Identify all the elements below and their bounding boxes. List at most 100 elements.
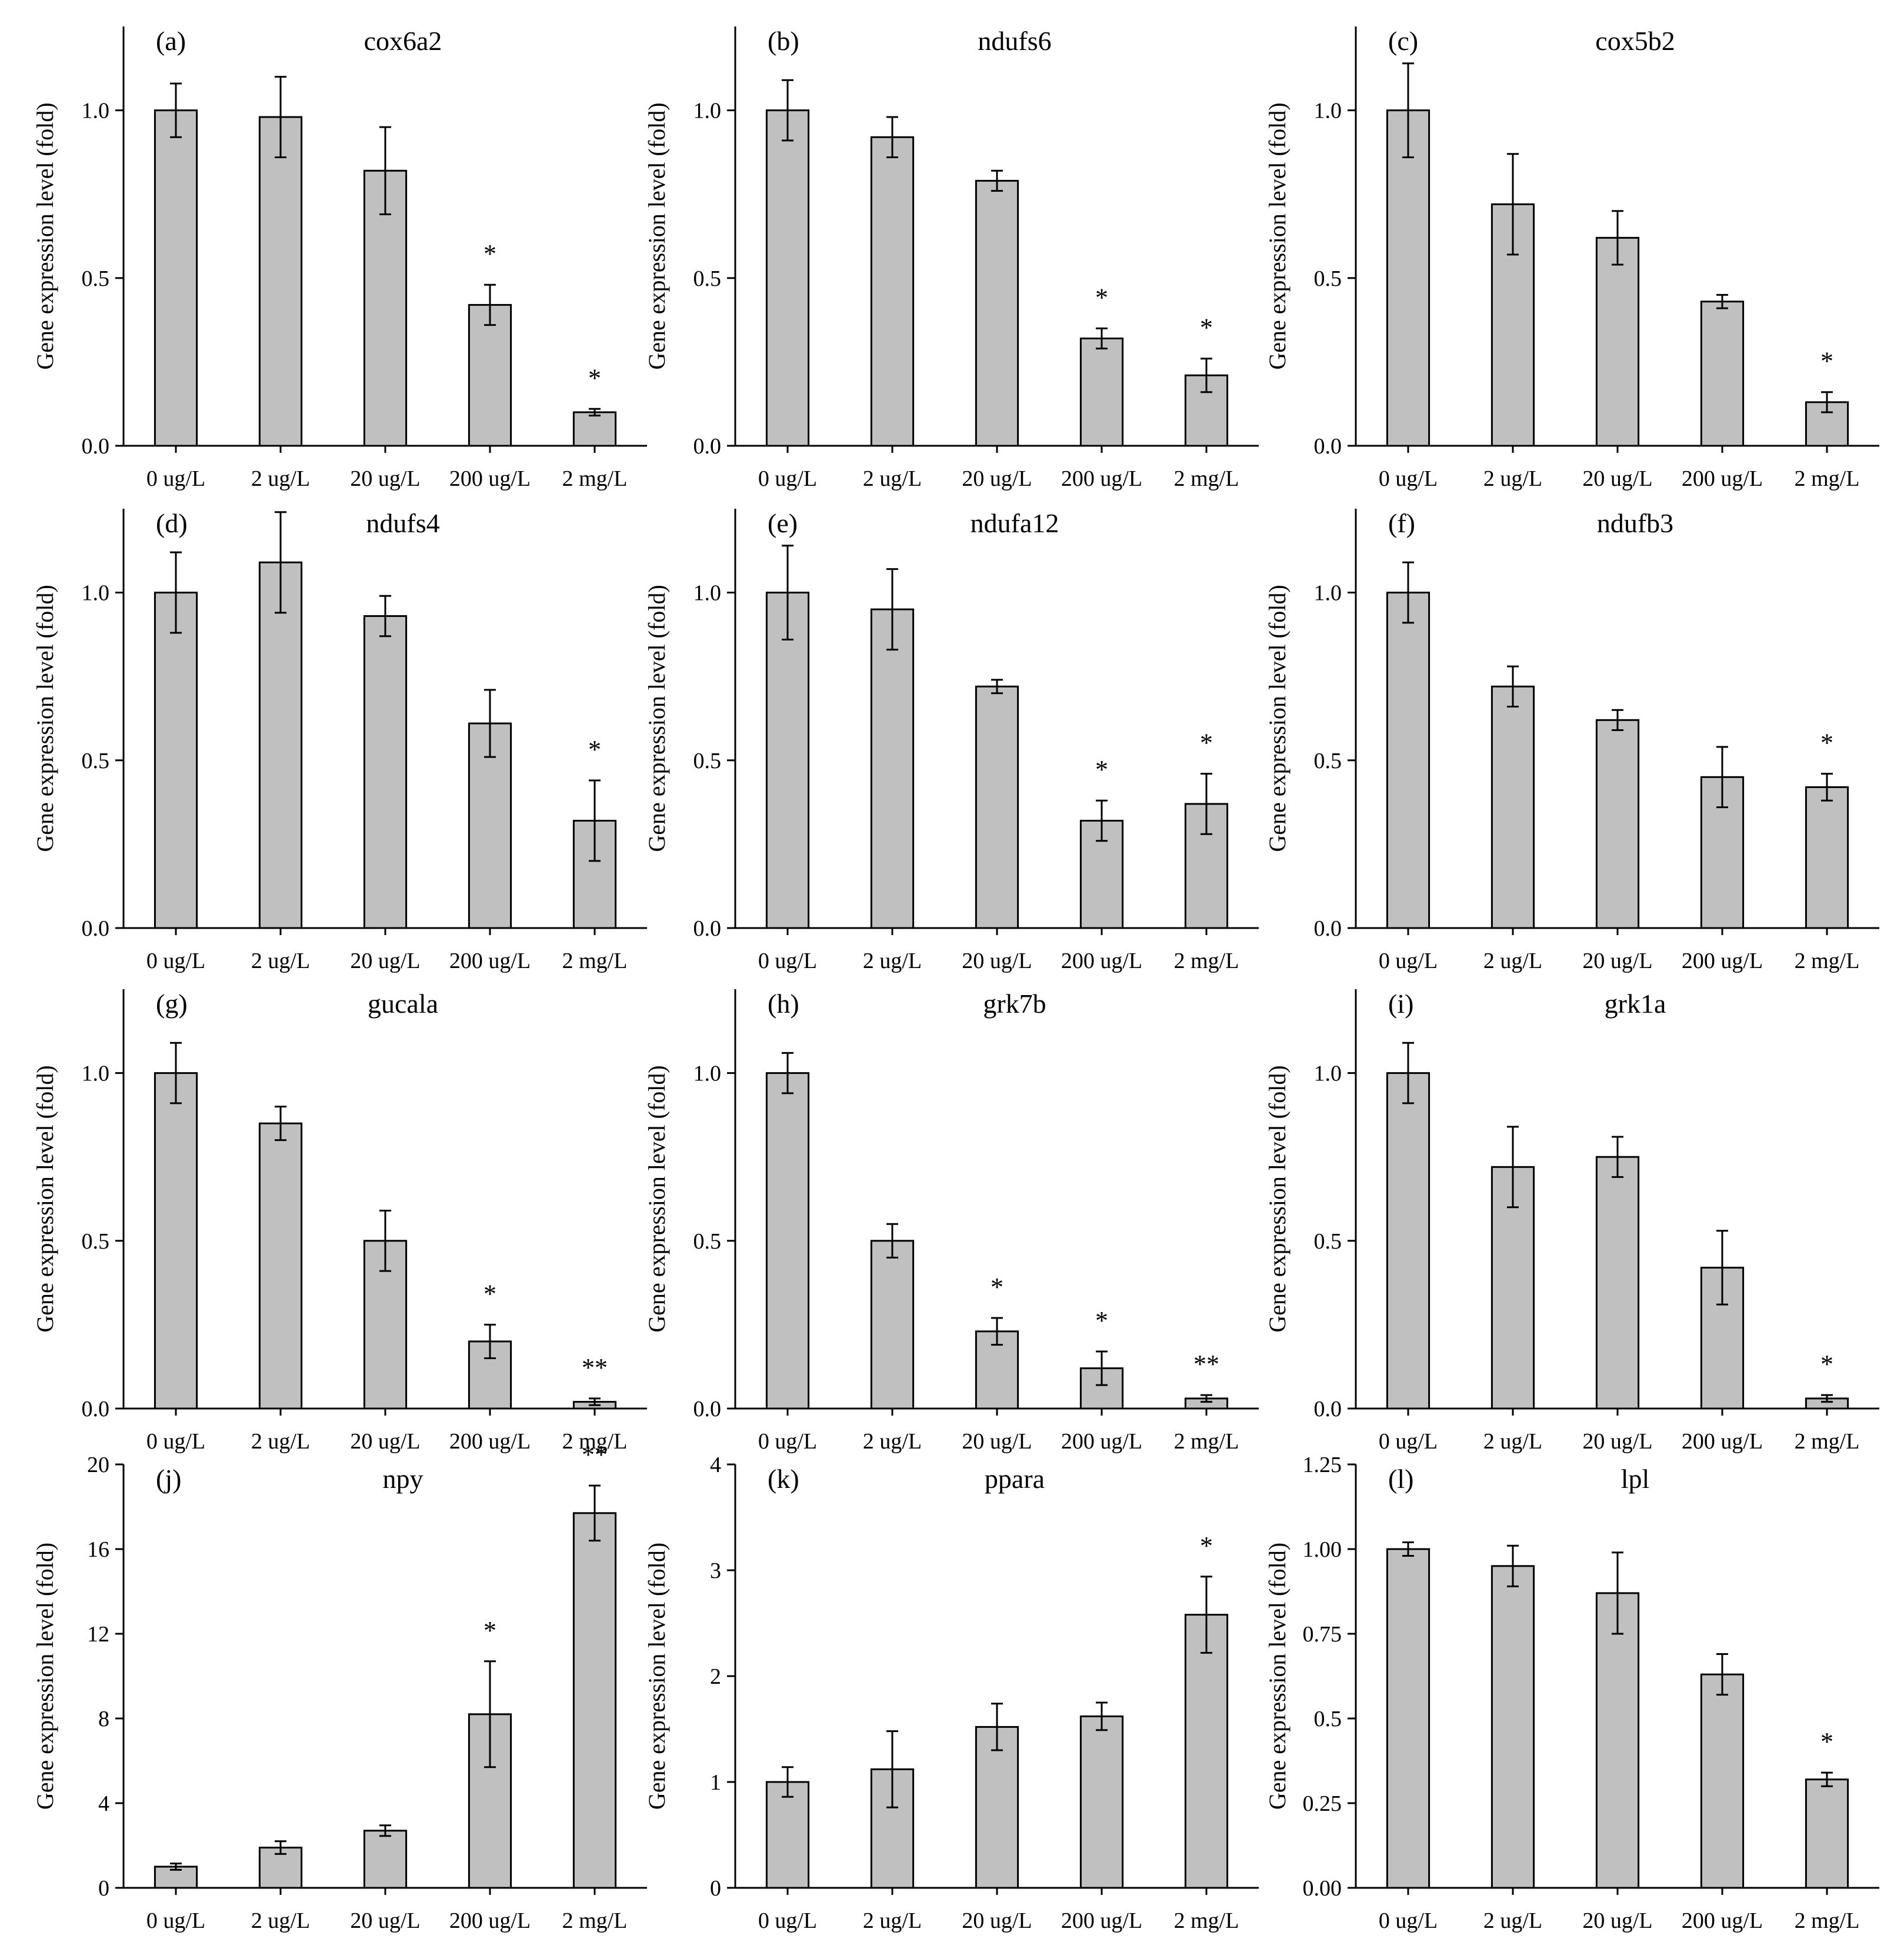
x-tick-label: 2 mg/L	[1174, 1429, 1239, 1454]
x-tick-label: 0 ug/L	[146, 1429, 205, 1454]
bar	[363, 169, 408, 447]
x-tick-label: 2 mg/L	[1174, 949, 1239, 973]
significance-mark: **	[582, 1440, 608, 1469]
panel-label: (a)	[156, 26, 186, 56]
bar	[1805, 1778, 1849, 1889]
bar	[1700, 1673, 1745, 1889]
y-tick-label: 1	[710, 1770, 721, 1795]
y-tick-label: 0.5	[693, 266, 722, 291]
x-tick-label: 0 ug/L	[146, 949, 205, 973]
significance-mark: *	[483, 239, 496, 268]
y-tick-label: 0.0	[693, 1397, 722, 1421]
x-tick-label: 200 ug/L	[449, 466, 531, 491]
y-tick-label: 0.0	[1314, 434, 1342, 459]
chart-title: lpl	[1621, 1464, 1650, 1494]
panel-label: (b)	[768, 26, 799, 56]
x-tick-label: 20 ug/L	[1582, 949, 1652, 973]
significance-mark: *	[1095, 283, 1108, 312]
chart-title: ndufa12	[971, 508, 1059, 538]
y-tick-label: 0.5	[82, 266, 110, 291]
y-tick-label: 0.0	[693, 916, 722, 941]
x-tick-label: 2 mg/L	[1795, 466, 1860, 491]
significance-mark: **	[1193, 1350, 1219, 1379]
x-tick-label: 2 mg/L	[1174, 1908, 1239, 1933]
significance-mark: *	[1200, 313, 1213, 342]
significance-mark: *	[1820, 1727, 1833, 1756]
significance-mark: *	[588, 735, 601, 764]
y-tick-label: 0.5	[82, 749, 110, 773]
y-tick-label: 1.0	[1314, 99, 1342, 124]
significance-mark: *	[991, 1273, 1003, 1301]
y-tick-label: 12	[87, 1622, 109, 1647]
x-tick-label: 2 mg/L	[1795, 1908, 1860, 1933]
y-axis-title: Gene expression level (fold)	[1264, 1543, 1291, 1810]
chart-title: gucala	[368, 989, 438, 1019]
bar	[363, 1240, 408, 1410]
x-tick-label: 2 mg/L	[562, 949, 628, 973]
panel-cox5b2: 0.0 0.5 1.0 Gene expression level (fold) (c)…	[1264, 26, 1879, 491]
y-tick-label: 2	[710, 1664, 721, 1689]
bar	[765, 109, 810, 447]
x-tick-label: 2 mg/L	[1795, 1429, 1860, 1454]
bar	[765, 1072, 810, 1410]
y-tick-label: 1.0	[82, 99, 110, 124]
bar	[765, 592, 810, 929]
x-tick-label: 2 ug/L	[251, 949, 310, 973]
y-tick-label: 0.0	[693, 434, 722, 459]
significance-mark: **	[582, 1353, 608, 1382]
x-tick-label: 20 ug/L	[1582, 1908, 1652, 1933]
y-axis-title: Gene expression level (fold)	[32, 102, 58, 369]
y-tick-label: 1.0	[82, 581, 110, 606]
panel-label: (l)	[1388, 1464, 1413, 1494]
x-tick-label: 2 ug/L	[1483, 949, 1542, 973]
x-tick-label: 20 ug/L	[962, 949, 1032, 973]
chart-title: ppara	[985, 1464, 1045, 1494]
significance-mark: *	[1200, 1531, 1213, 1560]
y-tick-label: 0.00	[1303, 1876, 1342, 1901]
y-axis-title: Gene expression level (fold)	[32, 1065, 58, 1332]
x-tick-label: 0 ug/L	[1379, 1429, 1438, 1454]
x-tick-label: 20 ug/L	[962, 1429, 1032, 1454]
y-tick-label: 0.0	[1314, 916, 1342, 941]
x-tick-label: 20 ug/L	[1582, 466, 1652, 491]
y-tick-label: 1.0	[1314, 581, 1342, 606]
y-tick-label: 8	[98, 1707, 109, 1731]
x-tick-label: 2 mg/L	[562, 1908, 628, 1933]
panel-npy: 0 4 8 12 16 20 Gene expression level (fold) (j)…	[32, 1440, 647, 1933]
significance-mark: *	[588, 363, 601, 392]
panel-ppara: 0 1 2 3 4 Gene expression level (fold) (k) ppar…	[643, 1453, 1259, 1933]
y-axis-title: Gene expression level (fold)	[643, 1543, 670, 1810]
x-tick-label: 20 ug/L	[350, 1908, 420, 1933]
bar	[572, 411, 617, 447]
y-tick-label: 4	[98, 1791, 109, 1816]
y-tick-label: 0.25	[1303, 1791, 1342, 1816]
bar	[468, 303, 512, 447]
y-tick-label: 0.5	[1314, 1707, 1342, 1731]
bar	[363, 615, 408, 929]
panel-label: (f)	[1388, 508, 1415, 538]
y-tick-label: 1.0	[82, 1062, 110, 1086]
panel-ndufs4: 0.0 0.5 1.0 Gene expression level (fold) (d)…	[32, 508, 647, 973]
x-tick-label: 2 ug/L	[863, 1429, 922, 1454]
bar	[1386, 109, 1430, 447]
x-tick-label: 2 ug/L	[251, 1429, 310, 1454]
bar	[1595, 1592, 1640, 1889]
chart-title: cox5b2	[1595, 26, 1675, 56]
significance-mark: *	[1820, 729, 1833, 757]
y-axis-title: Gene expression level (fold)	[32, 585, 58, 852]
bar	[1490, 685, 1535, 929]
bar	[975, 179, 1019, 447]
x-tick-label: 0 ug/L	[146, 1908, 205, 1933]
panel-label: (d)	[156, 508, 188, 538]
x-tick-label: 2 ug/L	[251, 466, 310, 491]
y-tick-label: 0.0	[1314, 1397, 1342, 1421]
panel-lpl: 0.00 0.25 0.5 0.75 1.00 1.25 Gene expression l…	[1264, 1453, 1879, 1933]
x-tick-label: 200 ug/L	[1061, 1908, 1142, 1933]
x-tick-label: 0 ug/L	[758, 466, 817, 491]
panel-label: (i)	[1388, 989, 1413, 1019]
x-tick-label: 0 ug/L	[758, 1908, 817, 1933]
panel-label: (j)	[156, 1464, 181, 1494]
bar	[1490, 1565, 1535, 1889]
bar	[870, 608, 915, 929]
